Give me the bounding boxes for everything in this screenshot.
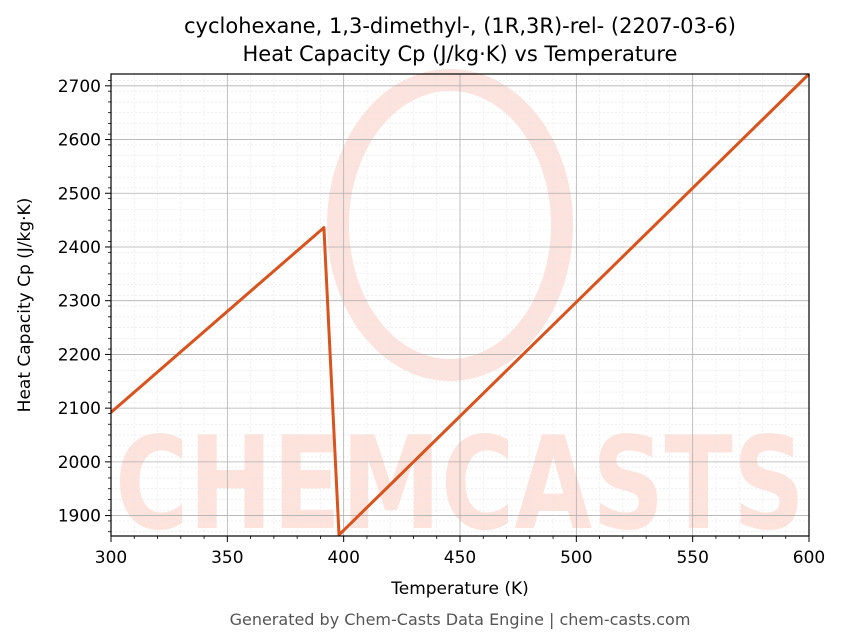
x-axis: 300 350 400 450 500 550 600 xyxy=(95,536,825,568)
series-layer xyxy=(110,72,811,537)
x-tick-label: 350 xyxy=(211,548,243,568)
x-axis-label: Temperature (K) xyxy=(390,579,529,599)
y-tick-label: 1900 xyxy=(58,507,101,527)
y-tick-label: 2500 xyxy=(58,184,101,204)
chart-subtitle: Heat Capacity Cp (J/kg·K) vs Temperature xyxy=(243,42,678,66)
x-tick-label: 500 xyxy=(560,548,592,568)
y-axis-label: Heat Capacity Cp (J/kg·K) xyxy=(15,198,35,413)
y-tick-label: 2100 xyxy=(58,399,101,419)
y-tick-label: 2000 xyxy=(58,453,101,473)
x-tick-label: 450 xyxy=(444,548,476,568)
watermark-ring xyxy=(327,69,573,381)
y-tick-label: 2200 xyxy=(58,345,101,365)
y-tick-label: 2300 xyxy=(58,292,101,312)
x-tick-label: 550 xyxy=(676,548,708,568)
y-axis: 1900 2000 2100 2200 2300 2400 2500 2600 2700 xyxy=(58,77,111,533)
footer-credit: Generated by Chem-Casts Data Engine | ch… xyxy=(230,610,691,629)
x-tick-label: 300 xyxy=(95,548,127,568)
y-tick-label: 2700 xyxy=(58,77,101,97)
y-tick-label: 2600 xyxy=(58,131,101,151)
chart-title: cyclohexane, 1,3-dimethyl-, (1R,3R)-rel-… xyxy=(184,14,736,38)
x-tick-label: 400 xyxy=(327,548,359,568)
series-line xyxy=(110,72,811,537)
y-tick-label: 2400 xyxy=(58,238,101,258)
x-tick-label: 600 xyxy=(793,548,825,568)
